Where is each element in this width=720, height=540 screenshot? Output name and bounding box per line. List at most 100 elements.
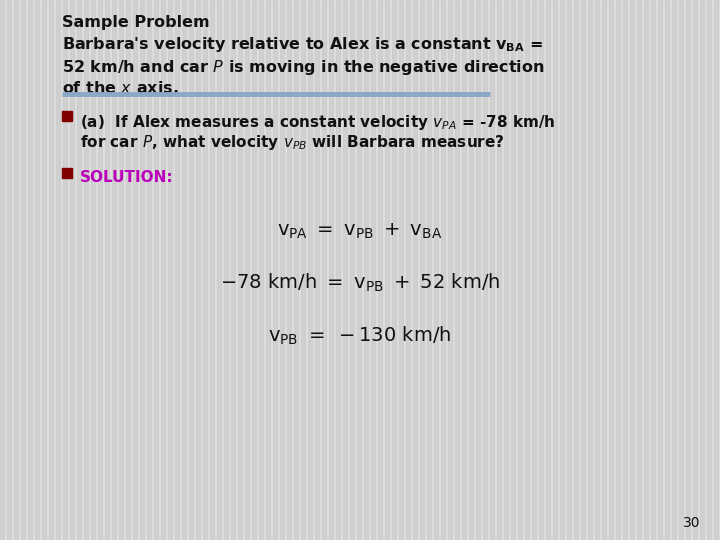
Bar — [483, 0, 487, 540]
Bar — [77, 0, 81, 540]
Bar — [301, 0, 305, 540]
Bar — [434, 0, 438, 540]
Bar — [686, 0, 690, 540]
Text: 30: 30 — [683, 516, 700, 530]
Text: $\mathrm{v_{PA}\ =\ v_{PB}\ +\ v_{BA}}$: $\mathrm{v_{PA}\ =\ v_{PB}\ +\ v_{BA}}$ — [277, 222, 443, 241]
Bar — [175, 0, 179, 540]
Bar — [553, 0, 557, 540]
Bar — [280, 0, 284, 540]
Text: $\mathrm{-78\ km/h\ =\ v_{PB}\ +\ 52\ km/h}$: $\mathrm{-78\ km/h\ =\ v_{PB}\ +\ 52\ km… — [220, 272, 500, 294]
Bar — [252, 0, 256, 540]
Bar — [462, 0, 466, 540]
Bar — [14, 0, 17, 540]
Bar — [294, 0, 297, 540]
Bar — [21, 0, 24, 540]
Text: of the $\bf{\it{x}}$ axis.: of the $\bf{\it{x}}$ axis. — [62, 80, 179, 96]
Bar — [238, 0, 241, 540]
Bar — [672, 0, 675, 540]
Bar — [637, 0, 641, 540]
Bar — [476, 0, 480, 540]
Bar — [217, 0, 220, 540]
Bar — [609, 0, 613, 540]
Bar — [469, 0, 472, 540]
Text: $\mathrm{v_{PB}\ =\ -130\ km/h}$: $\mathrm{v_{PB}\ =\ -130\ km/h}$ — [269, 325, 451, 347]
Text: (a)  If Alex measures a constant velocity $v_{PA}$ = -78 km/h: (a) If Alex measures a constant velocity… — [80, 113, 555, 132]
Bar — [182, 0, 186, 540]
Bar — [336, 0, 340, 540]
Bar — [392, 0, 395, 540]
Bar — [49, 0, 53, 540]
Bar — [693, 0, 696, 540]
Bar — [147, 0, 150, 540]
Bar — [196, 0, 199, 540]
Bar — [714, 0, 718, 540]
Bar — [28, 0, 32, 540]
Bar — [539, 0, 542, 540]
Bar — [357, 0, 361, 540]
Bar — [287, 0, 290, 540]
Bar — [427, 0, 431, 540]
Bar — [504, 0, 508, 540]
Bar — [413, 0, 416, 540]
Text: Barbara's velocity relative to Alex is a constant $\mathbf{v}$$_{\mathbf{BA}}$ =: Barbara's velocity relative to Alex is a… — [62, 35, 543, 54]
Bar — [560, 0, 564, 540]
Bar — [546, 0, 549, 540]
Bar — [574, 0, 577, 540]
Bar — [105, 0, 109, 540]
Bar — [91, 0, 94, 540]
Bar — [273, 0, 276, 540]
Bar — [567, 0, 570, 540]
Bar — [399, 0, 402, 540]
Bar — [490, 0, 493, 540]
Bar — [707, 0, 711, 540]
Text: SOLUTION:: SOLUTION: — [80, 170, 174, 185]
Bar — [259, 0, 263, 540]
Bar — [203, 0, 207, 540]
Bar — [62, 111, 72, 121]
Bar — [595, 0, 598, 540]
Bar — [679, 0, 683, 540]
Bar — [616, 0, 619, 540]
Bar — [343, 0, 346, 540]
Bar — [371, 0, 374, 540]
Bar — [266, 0, 269, 540]
Text: Sample Problem: Sample Problem — [62, 15, 210, 30]
Bar — [231, 0, 235, 540]
Bar — [665, 0, 668, 540]
Bar — [224, 0, 228, 540]
Bar — [315, 0, 318, 540]
Bar — [126, 0, 130, 540]
Bar — [245, 0, 248, 540]
Bar — [644, 0, 647, 540]
Bar — [511, 0, 515, 540]
Bar — [378, 0, 382, 540]
Text: 52 km/h and car $\bf{\it{P}}$ is moving in the negative direction: 52 km/h and car $\bf{\it{P}}$ is moving … — [62, 58, 544, 77]
Bar — [623, 0, 626, 540]
Bar — [630, 0, 634, 540]
Bar — [406, 0, 410, 540]
Bar — [448, 0, 451, 540]
Bar — [350, 0, 354, 540]
Bar — [119, 0, 122, 540]
Bar — [210, 0, 214, 540]
Bar — [70, 0, 73, 540]
Bar — [133, 0, 137, 540]
Bar — [112, 0, 115, 540]
Bar — [588, 0, 592, 540]
Bar — [308, 0, 312, 540]
Bar — [168, 0, 171, 540]
Bar — [420, 0, 423, 540]
Bar — [441, 0, 444, 540]
Bar — [56, 0, 60, 540]
Bar — [0, 0, 4, 540]
Bar — [98, 0, 102, 540]
Bar — [651, 0, 654, 540]
Bar — [140, 0, 143, 540]
Bar — [62, 168, 72, 178]
Bar — [455, 0, 459, 540]
Bar — [35, 0, 38, 540]
Bar — [658, 0, 662, 540]
Bar — [63, 0, 66, 540]
Text: for car $\it{P}$, what velocity $v_{PB}$ will Barbara measure?: for car $\it{P}$, what velocity $v_{PB}$… — [80, 133, 505, 152]
Bar — [385, 0, 389, 540]
